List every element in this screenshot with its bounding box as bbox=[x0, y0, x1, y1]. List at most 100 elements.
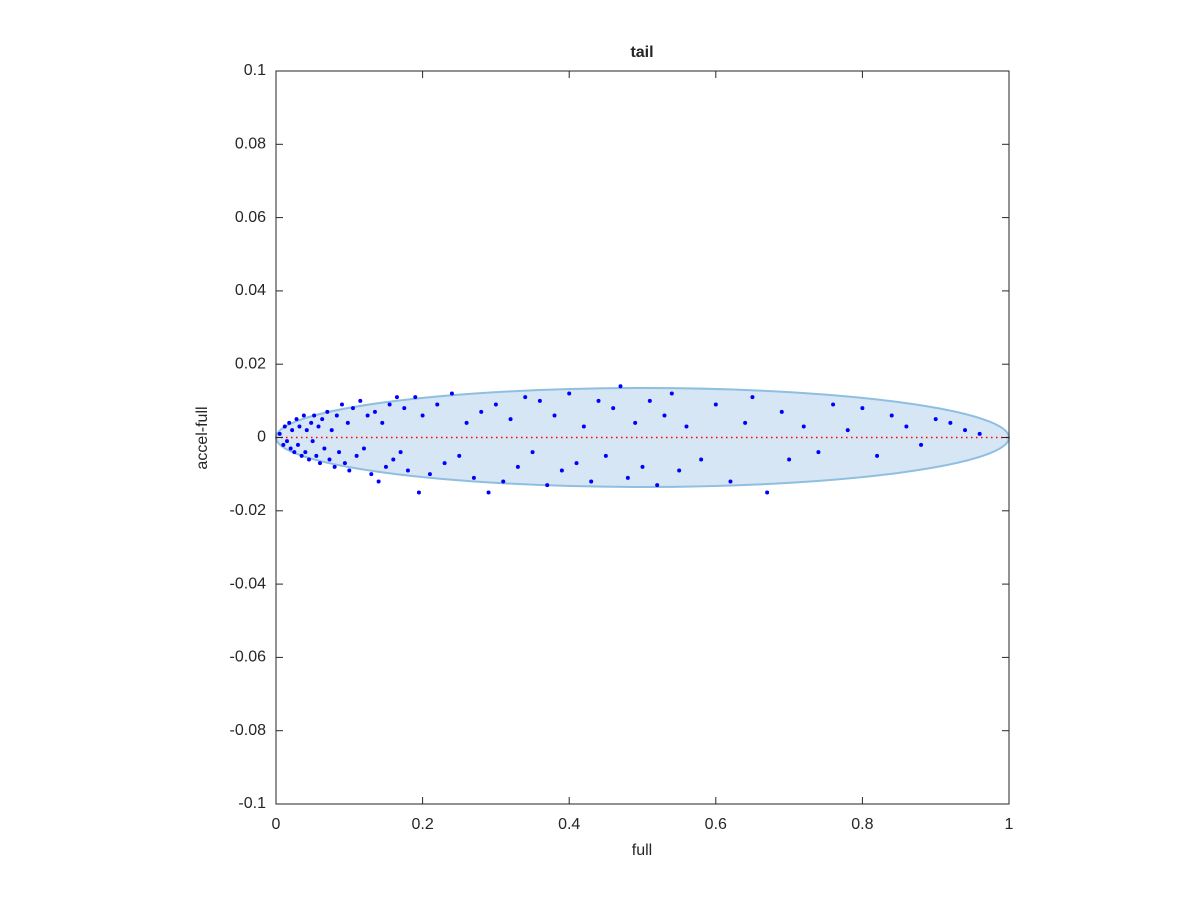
point bbox=[515, 464, 520, 469]
point bbox=[765, 490, 770, 495]
point bbox=[486, 490, 491, 495]
point bbox=[284, 439, 289, 444]
x-tick-label: 0 bbox=[272, 816, 281, 833]
y-tick-label: -0.02 bbox=[230, 502, 267, 519]
point bbox=[611, 406, 616, 411]
point bbox=[287, 420, 292, 425]
point bbox=[420, 413, 425, 418]
point bbox=[750, 395, 755, 400]
point bbox=[413, 395, 418, 400]
point bbox=[365, 413, 370, 418]
point bbox=[339, 402, 344, 407]
point bbox=[684, 424, 689, 429]
point bbox=[508, 417, 513, 422]
point bbox=[317, 461, 322, 466]
point bbox=[334, 413, 339, 418]
point bbox=[699, 457, 704, 462]
point bbox=[292, 450, 297, 455]
y-tick-label: -0.08 bbox=[230, 722, 267, 739]
point bbox=[779, 409, 784, 414]
point bbox=[350, 406, 355, 411]
y-tick-label: 0.02 bbox=[235, 355, 266, 372]
x-tick-label: 1 bbox=[1005, 816, 1014, 833]
point bbox=[831, 402, 836, 407]
point bbox=[816, 450, 821, 455]
point bbox=[306, 457, 311, 462]
point bbox=[405, 468, 410, 473]
point bbox=[347, 468, 352, 473]
point bbox=[625, 475, 630, 480]
point bbox=[471, 475, 476, 480]
point bbox=[435, 402, 440, 407]
point bbox=[977, 431, 982, 436]
y-axis-label: accel-full bbox=[194, 406, 211, 469]
y-tick-label: -0.06 bbox=[230, 649, 267, 666]
point bbox=[325, 409, 330, 414]
point bbox=[501, 479, 506, 484]
y-tick-label: 0.04 bbox=[235, 282, 266, 299]
x-tick-label: 0.8 bbox=[851, 816, 873, 833]
x-tick-label: 0.4 bbox=[558, 816, 580, 833]
point bbox=[933, 417, 938, 422]
point bbox=[889, 413, 894, 418]
point bbox=[545, 483, 550, 488]
point bbox=[963, 428, 968, 433]
point bbox=[442, 461, 447, 466]
point bbox=[479, 409, 484, 414]
point bbox=[309, 420, 314, 425]
point bbox=[904, 424, 909, 429]
point bbox=[574, 461, 579, 466]
point bbox=[427, 472, 432, 477]
point bbox=[372, 409, 377, 414]
point bbox=[537, 398, 542, 403]
point bbox=[310, 439, 315, 444]
point bbox=[376, 479, 381, 484]
point bbox=[618, 384, 623, 389]
point bbox=[277, 431, 282, 436]
point bbox=[304, 428, 309, 433]
point bbox=[354, 453, 359, 458]
point bbox=[337, 450, 342, 455]
y-tick-label: 0.1 bbox=[244, 62, 266, 79]
point bbox=[787, 457, 792, 462]
point bbox=[948, 420, 953, 425]
point bbox=[297, 424, 302, 429]
point bbox=[314, 453, 319, 458]
point bbox=[530, 450, 535, 455]
point bbox=[589, 479, 594, 484]
point bbox=[303, 450, 308, 455]
point bbox=[523, 395, 528, 400]
point bbox=[288, 446, 293, 451]
point bbox=[449, 391, 454, 396]
point bbox=[845, 428, 850, 433]
point bbox=[345, 420, 350, 425]
point bbox=[301, 413, 306, 418]
point bbox=[493, 402, 498, 407]
point bbox=[312, 413, 317, 418]
y-tick-label: -0.1 bbox=[238, 795, 266, 812]
chart-title: tail bbox=[630, 44, 653, 61]
point bbox=[294, 417, 299, 422]
x-axis-label: full bbox=[632, 842, 652, 859]
x-tick-label: 0.6 bbox=[705, 816, 727, 833]
point bbox=[316, 424, 321, 429]
y-tick-label: -0.04 bbox=[230, 575, 267, 592]
point bbox=[875, 453, 880, 458]
point bbox=[559, 468, 564, 473]
y-tick-label: 0.06 bbox=[235, 209, 266, 226]
point bbox=[361, 446, 366, 451]
point bbox=[327, 457, 332, 462]
point bbox=[358, 398, 363, 403]
point bbox=[647, 398, 652, 403]
point bbox=[383, 464, 388, 469]
point bbox=[391, 457, 396, 462]
point bbox=[655, 483, 660, 488]
point bbox=[387, 402, 392, 407]
point bbox=[662, 413, 667, 418]
point bbox=[332, 464, 337, 469]
point bbox=[640, 464, 645, 469]
point bbox=[380, 420, 385, 425]
point bbox=[596, 398, 601, 403]
point bbox=[669, 391, 674, 396]
